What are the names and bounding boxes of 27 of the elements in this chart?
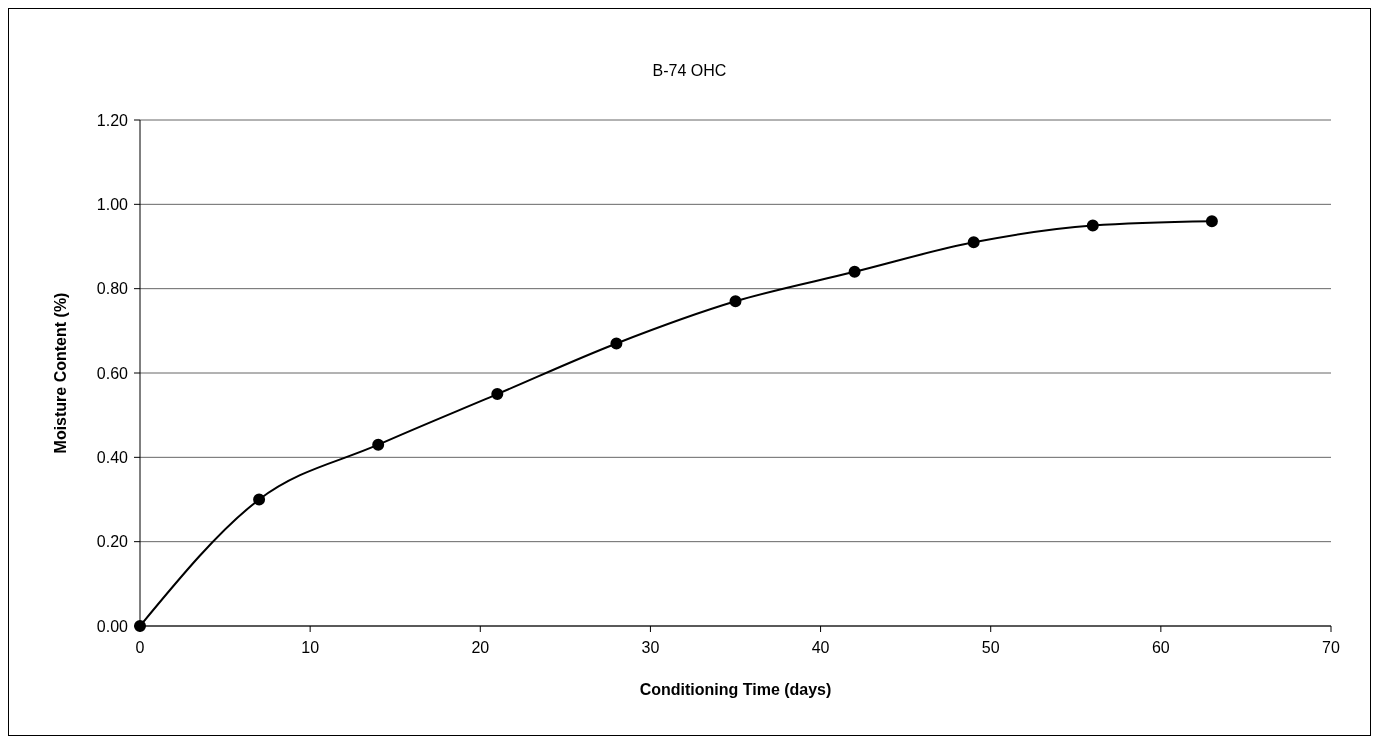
y-tick-label: 0.00 (96, 617, 129, 635)
point (967, 236, 980, 249)
x-tick-label: 20 (471, 639, 490, 657)
point (253, 493, 266, 506)
y-axis-title: Moisture Content (%) (51, 292, 69, 454)
chart-title: B-74 OHC (651, 62, 728, 80)
y-tick-label: 1.00 (96, 196, 129, 214)
x-axis-title: Conditioning Time (days) (639, 681, 832, 698)
x-tick-label: 50 (981, 639, 1000, 657)
x-tick-label: 30 (641, 639, 660, 657)
x-tick-label: 40 (811, 639, 830, 657)
x-tick-label: 70 (1322, 639, 1340, 657)
y-tick-label: 1.20 (96, 111, 129, 129)
y-tick-label: 0.60 (96, 364, 129, 382)
point (491, 388, 504, 401)
point (729, 295, 742, 308)
y-tick-label: 0.20 (96, 533, 129, 551)
x-tick-label: 60 (1151, 639, 1170, 657)
point (848, 265, 861, 278)
point (610, 337, 623, 350)
point (1205, 215, 1218, 228)
x-tick-label: 10 (301, 639, 320, 657)
point (1086, 219, 1099, 232)
y-tick-label: 0.40 (96, 449, 129, 467)
y-tick-label: 0.80 (96, 280, 129, 298)
point (372, 438, 385, 451)
x-tick-label: 0 (135, 639, 145, 657)
